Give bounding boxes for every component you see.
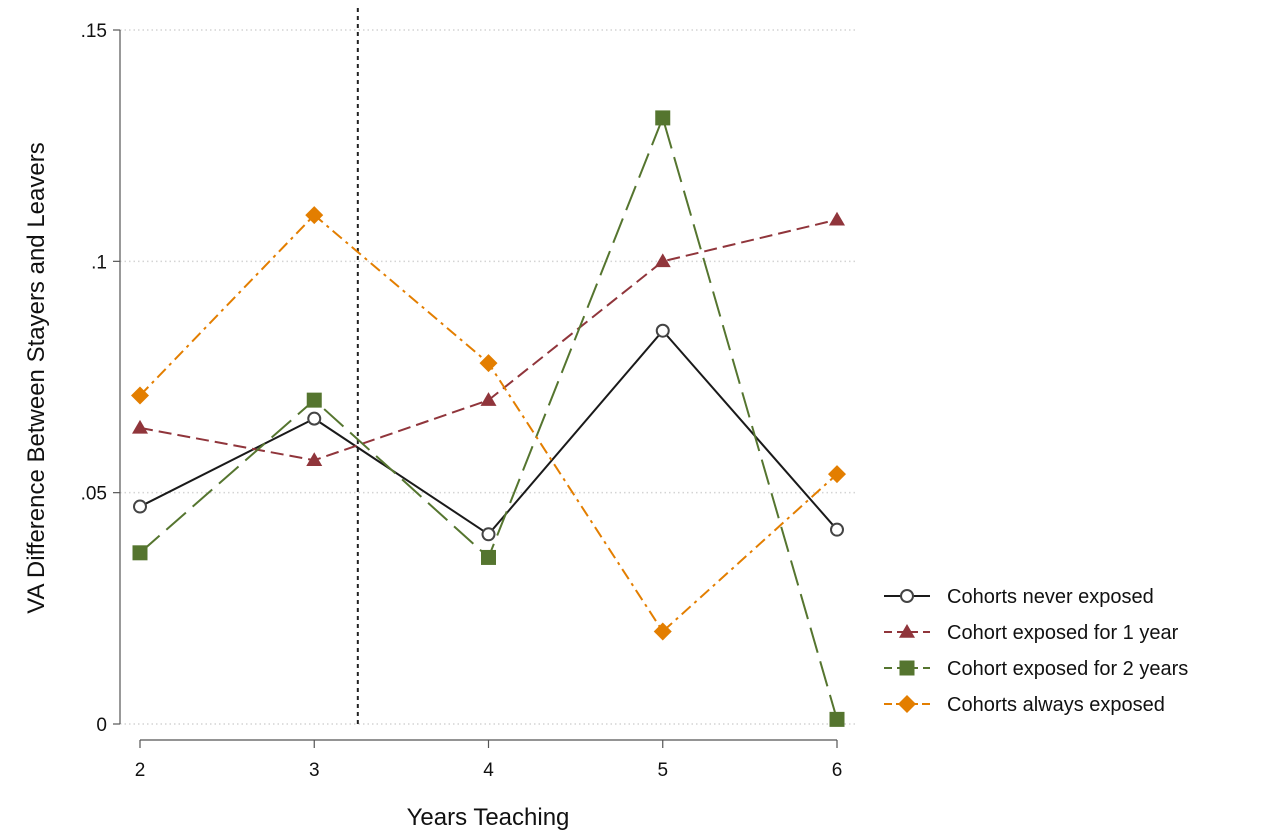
x-tick-label: 4	[483, 760, 494, 781]
data-point	[481, 549, 496, 565]
data-point	[830, 522, 844, 537]
data-point	[307, 411, 322, 426]
series-layer	[131, 110, 846, 727]
legend-item: Cohorts always exposed	[884, 694, 1165, 716]
legend-label: Cohorts never exposed	[947, 586, 1154, 608]
x-tick-label: 5	[657, 760, 668, 781]
x-axis-title: Years Teaching	[407, 804, 570, 831]
axes	[113, 29, 838, 748]
legend-item: Cohorts never exposed	[884, 586, 1154, 608]
legend-label: Cohort exposed for 1 year	[947, 622, 1179, 644]
data-point	[132, 545, 148, 561]
data-point	[480, 392, 497, 406]
data-point	[655, 323, 670, 338]
x-tick-label: 2	[135, 760, 146, 781]
series-3	[132, 110, 845, 727]
data-point	[829, 211, 845, 226]
legend-item: Cohort exposed for 2 years	[884, 658, 1188, 680]
legend-item: Cohort exposed for 1 year	[884, 622, 1179, 644]
data-point	[131, 386, 149, 405]
legend-marker	[899, 660, 915, 676]
data-point	[305, 206, 324, 225]
data-point	[133, 499, 147, 514]
series-line	[139, 214, 838, 633]
series-1	[133, 323, 844, 542]
data-point	[481, 527, 496, 542]
series-line	[139, 116, 838, 720]
data-point	[654, 253, 671, 268]
y-tick-label: 0	[96, 715, 107, 736]
y-tick-label: .15	[81, 21, 107, 42]
y-axis-title: VA Difference Between Stayers and Leaver…	[23, 142, 50, 613]
data-point	[655, 110, 671, 126]
data-point	[829, 711, 845, 727]
data-point	[653, 622, 672, 641]
series-2	[132, 211, 845, 467]
data-point	[828, 465, 846, 484]
data-point	[306, 452, 323, 467]
data-point	[132, 419, 148, 434]
series-4	[131, 206, 846, 641]
x-tick-label: 6	[832, 760, 843, 781]
legend-marker	[900, 589, 914, 603]
tick-labels: 0 .05 .1 .15 2 3 4 5 6	[81, 21, 843, 781]
legend-label: Cohort exposed for 2 years	[947, 658, 1188, 680]
y-tick-label: .05	[81, 484, 107, 505]
data-point	[479, 354, 498, 373]
legend-marker	[898, 695, 916, 713]
data-point	[306, 392, 322, 408]
y-tick-label: .1	[91, 252, 107, 273]
grid-lines	[120, 29, 855, 725]
legend: Cohorts never exposed Cohort exposed for …	[884, 586, 1188, 716]
legend-marker	[899, 624, 915, 638]
legend-label: Cohorts always exposed	[947, 694, 1165, 716]
series-line	[139, 218, 838, 462]
x-tick-label: 3	[309, 760, 320, 781]
